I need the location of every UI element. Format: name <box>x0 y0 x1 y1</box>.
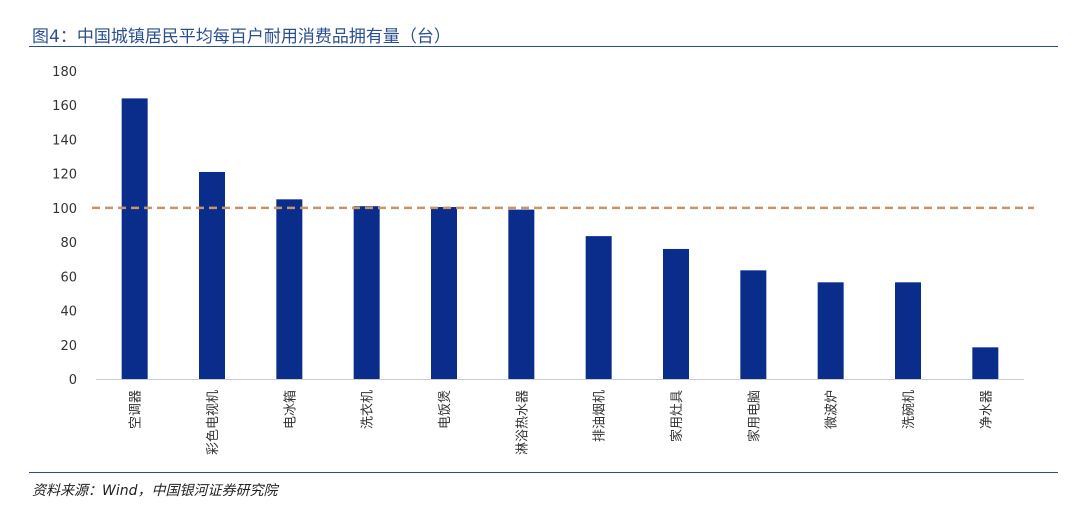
y-tick-label: 60 <box>60 270 77 285</box>
bars-group <box>121 98 999 379</box>
x-tick-label: 家用电脑 <box>746 390 762 442</box>
x-tick-label: 微波炉 <box>825 390 840 429</box>
top-divider <box>29 46 1058 47</box>
bar <box>740 270 767 379</box>
x-tick-label: 排油烟机 <box>593 390 608 442</box>
bar <box>508 209 535 379</box>
bar <box>276 199 303 379</box>
y-tick-label: 160 <box>52 99 77 114</box>
x-tick-label: 空调器 <box>129 390 144 429</box>
bar <box>972 347 999 379</box>
x-tick-label: 电冰箱 <box>282 390 298 429</box>
y-tick-label: 40 <box>60 305 77 320</box>
bar <box>895 282 921 379</box>
x-tick-label: 洗衣机 <box>360 390 376 429</box>
bar <box>431 207 457 379</box>
x-tick-label: 淋浴热水器 <box>515 390 530 455</box>
y-tick-label: 120 <box>52 168 77 183</box>
x-tick-label: 净水器 <box>979 390 994 429</box>
y-axis: 0 20 40 60 80 100 120 140 160 180 <box>52 65 77 388</box>
source-note: 资料来源：Wind，中国银河证券研究院 <box>32 483 278 499</box>
x-tick-label: 洗碗机 <box>901 390 917 429</box>
y-tick-label: 100 <box>52 202 77 217</box>
bar <box>817 282 844 379</box>
bar <box>663 248 689 379</box>
y-tick-label: 180 <box>52 65 77 80</box>
x-tick-label: 家用灶具 <box>669 390 685 442</box>
x-tick-label: 彩色电视机 <box>205 390 221 455</box>
x-tick-label: 电饭煲 <box>437 390 453 429</box>
x-axis-labels: 空调器 彩色电视机 电冰箱 洗衣机 电饭煲 淋浴热水器 排油烟机 家用灶具 家用电脑 微波炉 洗碗机… <box>129 390 995 455</box>
bar <box>121 98 148 379</box>
bar <box>353 206 380 379</box>
chart-title: 图4：中国城镇居民平均每百户耐用消费品拥有量（台） <box>32 27 451 47</box>
y-tick-label: 0 <box>69 373 77 388</box>
y-tick-label: 80 <box>60 236 77 251</box>
bar <box>199 171 225 379</box>
y-tick-label: 20 <box>60 339 77 354</box>
y-tick-label: 140 <box>52 133 77 148</box>
bar <box>585 236 612 379</box>
bottom-divider <box>29 472 1058 473</box>
